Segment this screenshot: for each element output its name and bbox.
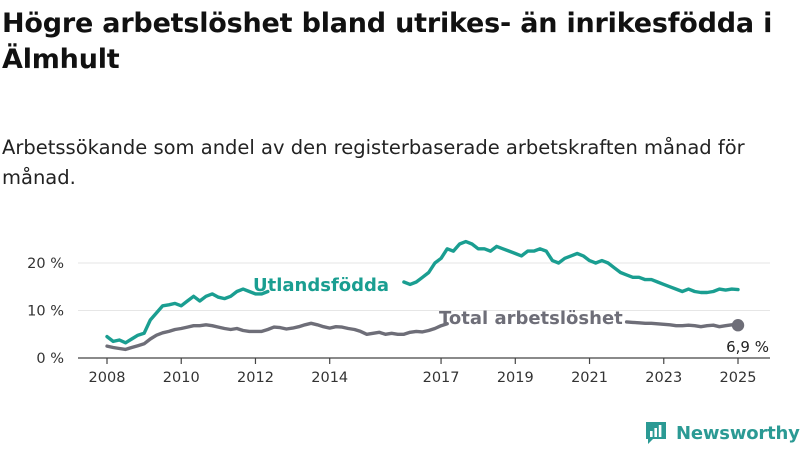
series-label-foreign-born: Utlandsfödda — [253, 275, 389, 296]
x-tick-label: 2021 — [571, 370, 608, 386]
y-tick-label: 0 % — [36, 351, 64, 367]
x-tick-label: 2023 — [645, 370, 682, 386]
end-point-marker — [731, 319, 745, 332]
x-tick-label: 2017 — [423, 370, 460, 386]
chart-subtitle: Arbetssökande som andel av den registerb… — [2, 136, 745, 189]
x-tick-label: 2008 — [89, 370, 126, 386]
chart-title: Högre arbetslöshet bland utrikes- än inr… — [2, 8, 773, 75]
series-line-total — [105, 321, 449, 352]
x-tick-label: 2025 — [720, 370, 757, 386]
series-line-foreign-born — [402, 239, 740, 295]
line-chart: 0 % 10 % 20 % 2008 2010 2012 2014 2017 2019 2021 2… — [27, 239, 770, 386]
newsworthy-logo-icon — [646, 422, 666, 444]
x-tick-label: 2012 — [237, 370, 274, 386]
y-tick-label: 20 % — [27, 256, 64, 272]
series-line-total — [624, 320, 740, 329]
x-tick-label: 2010 — [163, 370, 200, 386]
y-tick-label: 10 % — [27, 304, 64, 320]
end-value-label: 6,9 % — [726, 338, 769, 356]
brand-name: Newsworthy — [676, 422, 800, 444]
brand: Newsworthy — [644, 419, 800, 447]
series-label-total: Total arbetslöshet — [439, 308, 623, 329]
x-tick-label: 2014 — [311, 370, 348, 386]
x-tick-label: 2019 — [497, 370, 534, 386]
series-line-foreign-born — [105, 287, 270, 345]
